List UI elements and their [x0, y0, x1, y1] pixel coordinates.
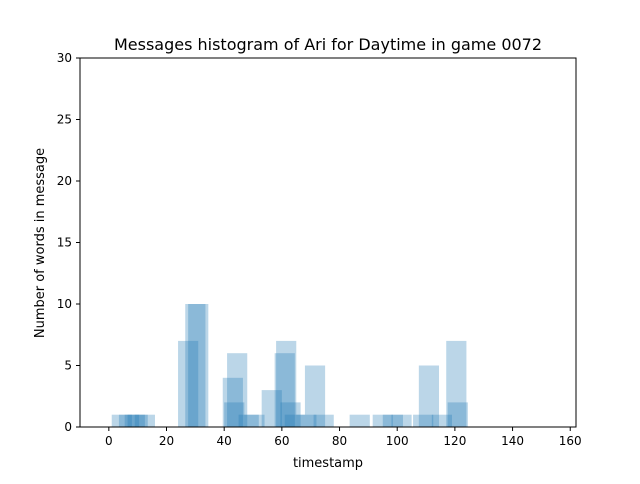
message-bar — [447, 402, 468, 427]
x-tick-label: 20 — [159, 434, 174, 448]
x-axis-ticks: 0 20 40 60 80 100 120 140 160 — [105, 427, 582, 448]
message-bar — [111, 414, 132, 427]
y-tick-label: 0 — [64, 420, 72, 434]
x-tick-label: 100 — [386, 434, 409, 448]
message-bar — [413, 414, 434, 427]
message-bar — [134, 414, 155, 427]
message-bar — [382, 414, 403, 427]
message-bar — [296, 414, 317, 427]
message-bar — [274, 353, 295, 427]
message-bar — [313, 414, 334, 427]
message-bar — [304, 365, 326, 427]
x-tick-label: 80 — [332, 434, 347, 448]
plot-frame — [79, 57, 577, 428]
message-bar — [124, 414, 145, 427]
message-bar — [276, 340, 297, 427]
message-bar — [185, 304, 206, 427]
y-tick-label: 20 — [57, 174, 72, 188]
x-axis-label: timestamp — [293, 456, 363, 471]
message-bar — [222, 377, 243, 427]
message-bar — [391, 414, 412, 427]
x-tick-label: 120 — [443, 434, 466, 448]
message-bar — [418, 365, 440, 427]
message-bar — [178, 340, 199, 427]
y-tick-label: 30 — [57, 51, 72, 65]
y-axis-label: Number of words in message — [33, 148, 48, 338]
message-bar — [446, 340, 467, 427]
message-bar — [188, 304, 209, 427]
message-bar — [118, 414, 140, 427]
chart-title: Messages histogram of Ari for Daytime in… — [114, 35, 542, 54]
y-tick-label: 10 — [57, 297, 72, 311]
message-bar — [284, 414, 305, 427]
message-bar — [372, 414, 393, 427]
message-bar — [349, 414, 370, 427]
message-bar — [261, 390, 282, 427]
y-axis-ticks: 0 5 10 15 20 25 30 — [57, 51, 80, 434]
x-tick-label: 60 — [274, 434, 289, 448]
message-bar — [224, 402, 245, 427]
x-tick-label: 140 — [501, 434, 524, 448]
x-tick-label: 0 — [105, 434, 113, 448]
message-bar — [227, 353, 248, 427]
message-bar — [244, 414, 265, 427]
message-bar — [238, 414, 259, 427]
y-tick-label: 15 — [57, 236, 72, 250]
message-bar — [280, 402, 301, 427]
y-tick-label: 5 — [64, 359, 72, 373]
x-tick-label: 40 — [217, 434, 232, 448]
bars-group — [111, 304, 468, 427]
x-tick-label: 160 — [559, 434, 582, 448]
message-bar — [127, 414, 148, 427]
y-tick-label: 25 — [57, 113, 72, 127]
message-bar — [431, 414, 452, 427]
